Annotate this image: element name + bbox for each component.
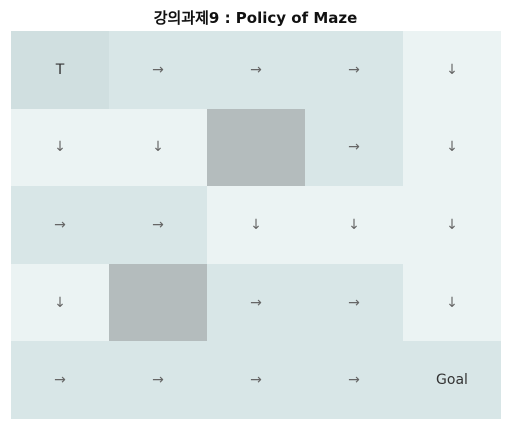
arrow-right-cell: → [207,263,305,342]
arrow-down-cell: ↓ [11,263,109,342]
arrow-right-cell: → [305,341,403,419]
arrow-down-cell: ↓ [403,108,501,187]
arrow-down-cell: ↓ [403,186,501,264]
arrow-right-cell: → [109,31,207,109]
arrow-right-cell: → [109,341,207,419]
maze-grid: T → → → ↓ ↓ ↓ → ↓ → → ↓ ↓ ↓ ↓ → → ↓ → → → → Goal [11,31,501,419]
arrow-right-cell: → [11,186,109,264]
arrow-down-cell: ↓ [305,186,403,264]
arrow-down-cell: ↓ [403,263,501,342]
wall-cell [207,108,305,187]
arrow-right-cell: → [207,31,305,109]
arrow-down-cell: ↓ [109,108,207,187]
wall-cell [109,263,207,342]
arrow-down-cell: ↓ [207,186,305,264]
arrow-down-cell: ↓ [11,108,109,187]
start-cell: T [11,31,109,109]
arrow-right-cell: → [207,341,305,419]
figure-title: 강의과제9 : Policy of Maze [153,9,358,27]
arrow-right-cell: → [305,31,403,109]
arrow-down-cell: ↓ [403,31,501,109]
arrow-right-cell: → [305,263,403,342]
arrow-right-cell: → [109,186,207,264]
arrow-right-cell: → [305,108,403,187]
goal-cell: Goal [403,341,501,419]
arrow-right-cell: → [11,341,109,419]
